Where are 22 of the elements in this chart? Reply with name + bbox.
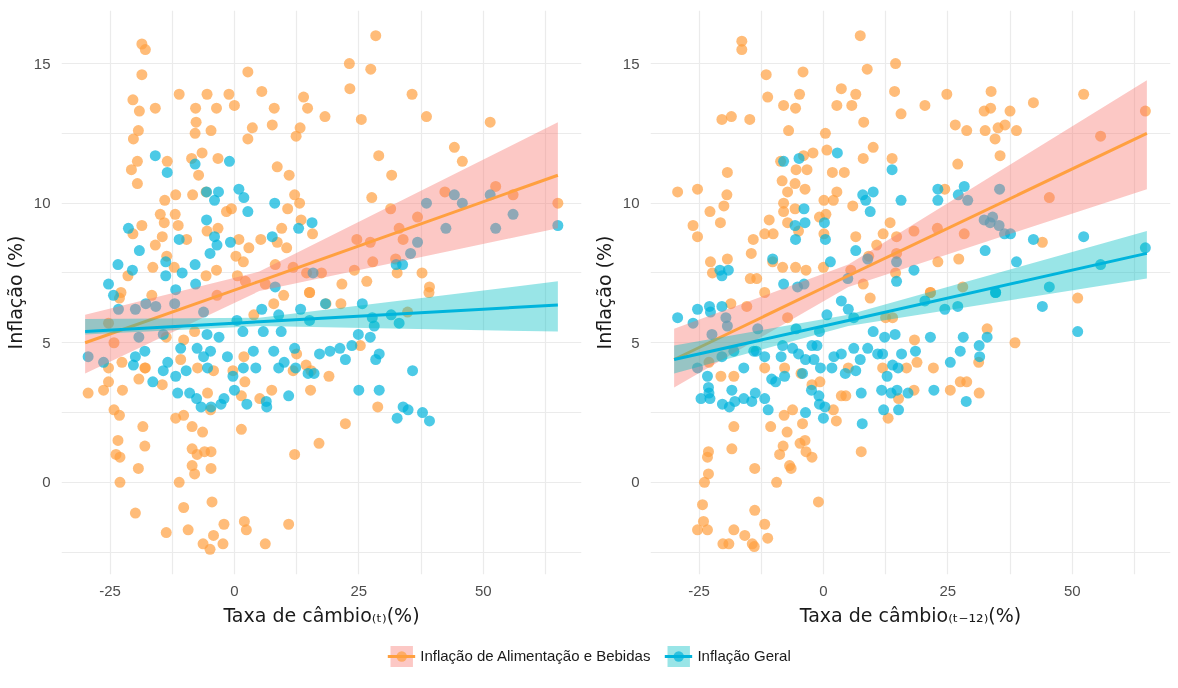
x-tick-label: 25 bbox=[939, 581, 957, 599]
x-tick-label: 50 bbox=[1063, 581, 1081, 599]
y-axis-title: Inflação (%) bbox=[3, 235, 26, 350]
y-tick-label: 10 bbox=[622, 194, 640, 212]
x-tick-label: 50 bbox=[474, 581, 492, 599]
y-tick-label: 15 bbox=[622, 54, 640, 72]
y-tick-label: 0 bbox=[631, 473, 640, 491]
x-tick-label: -25 bbox=[99, 581, 121, 599]
x-axis-title: Taxa de câmbio₍ₜ₋₁₂₎(%) bbox=[798, 603, 1022, 626]
y-tick-label: 5 bbox=[631, 333, 640, 351]
y-tick-label: 5 bbox=[42, 333, 51, 351]
x-axis-title: Taxa de câmbio₍ₜ₎(%) bbox=[222, 603, 420, 626]
y-axis-title: Inflação (%) bbox=[592, 235, 615, 350]
x-tick-label: 0 bbox=[819, 581, 828, 599]
y-tick-label: 10 bbox=[33, 194, 51, 212]
y-tick-label: 15 bbox=[33, 54, 51, 72]
x-tick-label: 25 bbox=[350, 581, 368, 599]
x-tick-label: 0 bbox=[230, 581, 239, 599]
legend-label: Inflação Geral bbox=[697, 647, 791, 664]
y-tick-label: 0 bbox=[42, 473, 51, 491]
x-tick-label: -25 bbox=[688, 581, 710, 599]
legend-label: Inflação de Alimentação e Bebidas bbox=[420, 647, 651, 664]
